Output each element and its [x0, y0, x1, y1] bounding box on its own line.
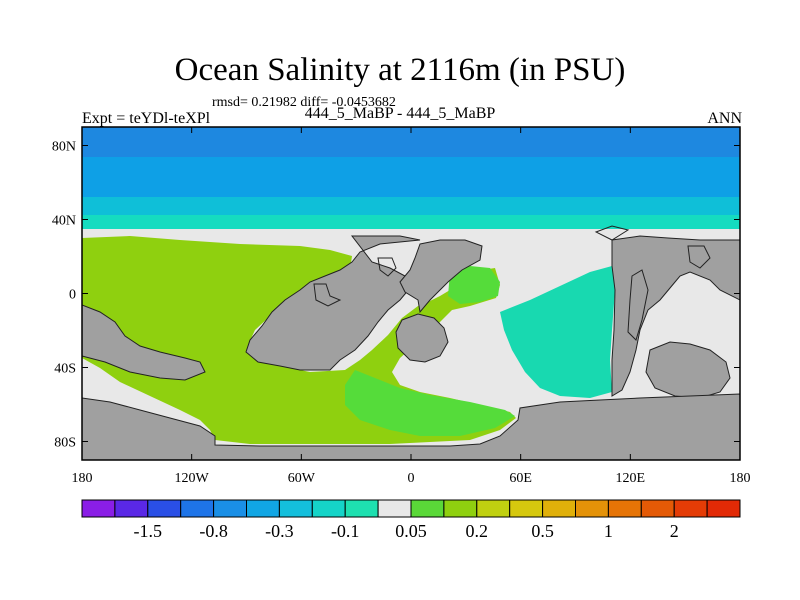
- lon-tick-label: 180: [730, 471, 751, 486]
- period-label: 444_5_MaBP - 444_5_MaBP: [304, 105, 496, 122]
- longitude-axis: 180 120W 60W 0 60E 120E 180: [72, 127, 751, 486]
- lat-tick-label: 40S: [54, 362, 76, 377]
- positive-green-light-region: [345, 370, 515, 436]
- latitude-axis: 80N 40N 0 40S 80S: [52, 140, 740, 451]
- colorbar-swatch: [443, 499, 478, 518]
- colorbar-label: 0.2: [466, 521, 489, 541]
- lon-tick-label: 120W: [175, 471, 210, 486]
- colorbar-label: -0.8: [199, 521, 228, 541]
- lat-tick-label: 0: [69, 288, 76, 303]
- lat-tick-label: 80S: [54, 436, 76, 451]
- colorbar-swatch: [377, 499, 412, 518]
- lat-tick-label: 80N: [52, 140, 76, 155]
- colorbar-label: -0.3: [265, 521, 294, 541]
- coastline-details: [313, 225, 711, 341]
- colorbar-swatch: [410, 499, 445, 518]
- land-australia: [645, 341, 731, 399]
- colorbar-swatch: [640, 499, 675, 518]
- land-africa: [399, 239, 483, 314]
- colorbar-swatch: [673, 499, 708, 518]
- colorbar-labels: -1.5 -0.8 -0.3 -0.1 0.05 0.2 0.5 1 2: [134, 521, 679, 541]
- north-band-teal: [82, 215, 740, 229]
- lon-tick-label: 120E: [616, 471, 646, 486]
- colorbar-swatch: [147, 499, 182, 518]
- lon-tick-label: 180: [72, 471, 93, 486]
- colorbar-swatch: [180, 499, 215, 518]
- north-band-blue: [82, 157, 740, 197]
- colorbar-swatch: [311, 499, 346, 518]
- lon-tick-label: 0: [408, 471, 415, 486]
- land-africa-south: [395, 313, 449, 363]
- colorbar-label: -0.1: [331, 521, 360, 541]
- land-antarctica: [82, 393, 740, 460]
- lon-tick-label: 60E: [509, 471, 532, 486]
- season-label: ANN: [707, 110, 742, 127]
- colorbar-swatch: [706, 499, 741, 518]
- colorbar-swatch: [509, 499, 544, 518]
- colorbar-swatch: [575, 499, 609, 518]
- colorbar-swatch: [246, 499, 280, 518]
- colorbar-swatch: [344, 499, 379, 518]
- colorbar-swatch: [278, 499, 313, 518]
- map-title: Ocean Salinity at 2116m (in PSU): [174, 52, 626, 88]
- lat-tick-label: 40N: [52, 214, 76, 229]
- stats-text: rmsd= 0.21982 diff= -0.0453682: [212, 95, 396, 110]
- colorbar-label: 1: [604, 521, 613, 541]
- land-west-pacific-margin: [82, 304, 206, 381]
- colorbar-swatch: [114, 499, 149, 518]
- colorbar-label: 0.5: [531, 521, 554, 541]
- colorbar-label: 2: [670, 521, 679, 541]
- colorbar-swatch: [542, 499, 576, 518]
- colorbar-swatch: [476, 499, 511, 518]
- colorbar-swatch: [213, 499, 248, 518]
- teal-region: [500, 266, 615, 398]
- colorbar-swatch: [81, 499, 116, 518]
- map-field: [82, 127, 740, 460]
- colorbar: [81, 499, 741, 518]
- experiment-label: Expt = teYDl-teXPl: [82, 110, 211, 127]
- colorbar-label: 0.05: [395, 521, 427, 541]
- colorbar-label: -1.5: [134, 521, 163, 541]
- north-band-cyan: [82, 197, 740, 215]
- positive-green-light-region-2: [448, 266, 500, 304]
- colorbar-swatch: [607, 499, 642, 518]
- lon-tick-label: 60W: [288, 471, 316, 486]
